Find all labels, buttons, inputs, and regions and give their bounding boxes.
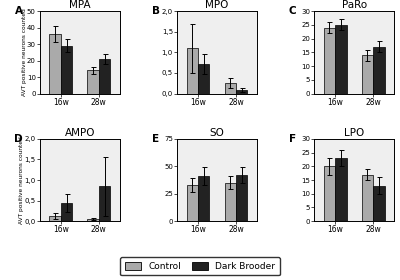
Title: SO: SO [210, 128, 224, 138]
Title: LPO: LPO [344, 128, 364, 138]
Text: D: D [14, 134, 23, 144]
Bar [198, 176, 210, 221]
Y-axis label: AVT positive neurons counted: AVT positive neurons counted [19, 136, 24, 224]
Bar [362, 55, 373, 94]
Text: F: F [289, 134, 296, 144]
Title: MPA: MPA [69, 1, 91, 10]
Title: AMPO: AMPO [65, 128, 95, 138]
Bar [324, 166, 335, 221]
Bar [99, 59, 110, 94]
Bar [236, 90, 247, 94]
Bar [224, 183, 236, 221]
Bar [324, 28, 335, 94]
Text: E: E [152, 134, 159, 144]
Bar [50, 34, 61, 94]
Bar [88, 219, 99, 221]
Bar [61, 203, 72, 221]
Legend: Control, Dark Brooder: Control, Dark Brooder [120, 257, 280, 276]
Bar [335, 25, 346, 94]
Bar [373, 186, 384, 221]
Title: PaRo: PaRo [342, 1, 367, 10]
Bar [335, 158, 346, 221]
Bar [187, 48, 198, 94]
Bar [61, 46, 72, 94]
Bar [373, 47, 384, 94]
Text: A: A [14, 6, 22, 16]
Bar [224, 83, 236, 94]
Text: B: B [152, 6, 160, 16]
Text: C: C [289, 6, 296, 16]
Y-axis label: AVT positive neurons counted: AVT positive neurons counted [22, 8, 26, 96]
Bar [198, 64, 210, 94]
Bar [236, 175, 247, 221]
Bar [88, 71, 99, 94]
Title: MPO: MPO [205, 1, 229, 10]
Bar [362, 174, 373, 221]
Bar [187, 185, 198, 221]
Bar [99, 186, 110, 221]
Bar [50, 216, 61, 221]
